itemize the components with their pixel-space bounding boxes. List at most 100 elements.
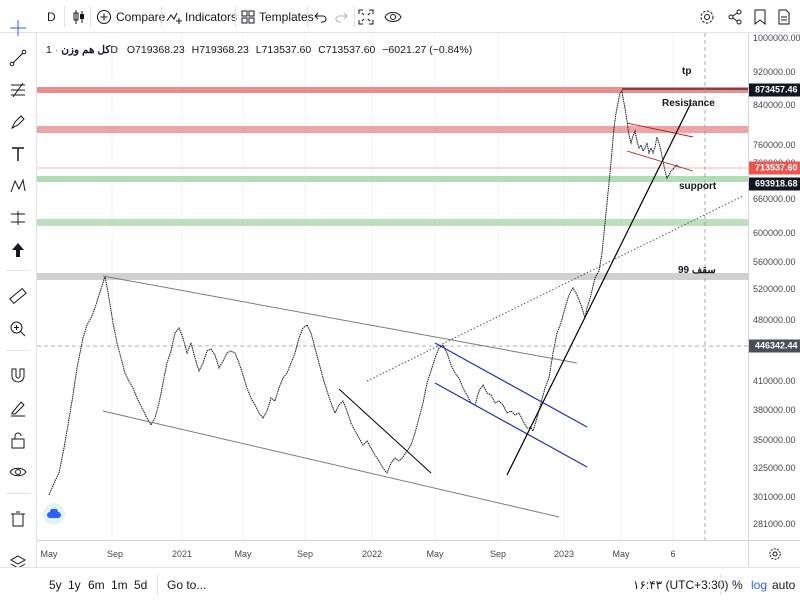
tp-annotation[interactable]: tp: [682, 66, 692, 77]
range-5d-button[interactable]: 5d: [134, 577, 148, 592]
resistance-trend-line[interactable]: [626, 122, 694, 138]
toolbar-divider: [90, 6, 91, 27]
time-label: 6: [670, 549, 676, 559]
legend-symbol[interactable]: کل هم وزن: [61, 44, 111, 56]
crosshair-icon: [10, 20, 26, 36]
pattern-icon: [10, 178, 26, 193]
hide-drawings-tool[interactable]: [6, 460, 30, 484]
legend-open: O719368.23: [126, 44, 185, 56]
ceiling-annotation[interactable]: 99 سقف: [678, 265, 716, 276]
chart-pane[interactable]: [37, 33, 748, 540]
downtrend-line[interactable]: [338, 388, 432, 474]
share-button[interactable]: [727, 0, 743, 33]
pattern-tool[interactable]: [6, 174, 30, 198]
redo-icon: [335, 12, 348, 22]
resistance-zone[interactable]: [37, 126, 748, 133]
toolbar-divider: [720, 574, 721, 595]
channel-top-line[interactable]: [102, 275, 578, 364]
fullscreen-button[interactable]: [358, 0, 374, 33]
bottom-toolbar: 5y 1y 6m 1m 5d Go to... ۱۶:۴۳ (UTC+3:30)…: [0, 567, 800, 600]
screenshot-button[interactable]: [384, 0, 402, 33]
magnet-icon: [11, 368, 25, 383]
range-1y-button[interactable]: 1y: [68, 577, 81, 592]
time-label: 2021: [171, 549, 193, 559]
indicators-label: Indicators: [185, 9, 238, 24]
range-1m-button[interactable]: 1m: [111, 577, 128, 592]
top-toolbar: D Compare Indicators Templates: [0, 0, 800, 33]
brush-tool[interactable]: [6, 110, 30, 134]
time-label: May: [234, 549, 252, 559]
remove-drawings-tool[interactable]: [6, 507, 30, 531]
compare-button[interactable]: Compare: [96, 0, 165, 33]
time-label: 2022: [361, 549, 383, 559]
log-toggle[interactable]: log: [751, 577, 768, 592]
price-tick: 380000.00: [753, 405, 796, 415]
toolbar-divider: [354, 6, 355, 27]
symbol-interval-button[interactable]: D: [47, 0, 56, 33]
undo-button[interactable]: [314, 0, 328, 33]
templates-icon: [241, 10, 255, 23]
support-zone-upper[interactable]: [37, 176, 748, 182]
price-tick: 600000.00: [753, 228, 796, 238]
time-label: Sep: [489, 549, 507, 559]
ceiling-zone[interactable]: [37, 273, 748, 280]
price-tick: 325000.00: [753, 463, 796, 473]
toolbar-divider: [235, 6, 236, 27]
blue-channel-top-line[interactable]: [434, 342, 588, 428]
publish-button[interactable]: [777, 0, 791, 33]
zoom-tool[interactable]: [6, 317, 30, 341]
eye-icon: [9, 467, 27, 477]
support-annotation[interactable]: support: [679, 181, 717, 192]
tp-zone[interactable]: [37, 87, 748, 93]
legend-change: −6021.27 (−0.84%): [382, 44, 473, 56]
text-tool[interactable]: [6, 142, 30, 166]
settings-button[interactable]: [699, 0, 715, 33]
range-5y-button[interactable]: 5y: [49, 577, 62, 592]
support-zone-lower[interactable]: [37, 219, 748, 226]
chart-canvas[interactable]: [37, 33, 748, 540]
time-axis[interactable]: May Sep 2021 May Sep 2022 May Sep 2023 M…: [37, 540, 748, 567]
auto-toggle[interactable]: auto: [772, 577, 796, 592]
fib-tool[interactable]: [6, 78, 30, 102]
crosshair-tool[interactable]: [6, 16, 30, 40]
share-icon: [728, 9, 742, 24]
page-icon: [778, 9, 790, 24]
blue-channel-bottom-line[interactable]: [434, 382, 588, 468]
price-axis[interactable]: 1000000.00 920000.00 840000.00 760000.00…: [748, 33, 800, 540]
goto-date-button[interactable]: Go to...: [167, 577, 207, 592]
tv-logo[interactable]: [43, 503, 65, 525]
unlock-icon: [11, 432, 25, 449]
templates-button[interactable]: Templates: [240, 0, 314, 33]
resistance-annotation[interactable]: Resistance: [662, 98, 715, 109]
time-label: Sep: [106, 549, 124, 559]
last-price-badge: 713537.60: [749, 161, 800, 175]
ruler-tool[interactable]: [6, 284, 30, 308]
price-tick: 301000.00: [753, 492, 796, 502]
grid: [111, 33, 674, 540]
magnet-tool[interactable]: [6, 364, 30, 388]
arrow-tool[interactable]: [6, 238, 30, 262]
channel-bottom-line[interactable]: [102, 410, 560, 518]
toolbar-divider: [6, 493, 30, 494]
trendline-tool[interactable]: [6, 46, 30, 70]
arrow-up-icon: [12, 243, 24, 257]
price-tick: 560000.00: [753, 257, 796, 267]
range-6m-button[interactable]: 6m: [88, 577, 105, 592]
axis-settings-button[interactable]: [748, 540, 800, 567]
percent-toggle[interactable]: %: [732, 577, 743, 592]
indicators-button[interactable]: Indicators: [166, 0, 237, 33]
rising-support-line[interactable]: [506, 102, 692, 476]
price-tick: 520000.00: [753, 284, 796, 294]
price-tick: 760000.00: [753, 140, 796, 150]
clock-display[interactable]: ۱۶:۴۳ (UTC+3:30): [633, 577, 729, 592]
stay-drawing-tool[interactable]: [6, 396, 30, 420]
falling-channel-line[interactable]: [626, 150, 694, 172]
redo-button[interactable]: [334, 0, 348, 33]
prediction-tool[interactable]: [6, 206, 30, 230]
snapshot-button[interactable]: [753, 0, 767, 33]
chart-type-button[interactable]: [72, 0, 86, 33]
gear-icon: [700, 10, 714, 23]
toolbar-divider: [161, 6, 162, 27]
price-series-line[interactable]: [48, 89, 680, 496]
lock-drawings-tool[interactable]: [6, 428, 30, 452]
